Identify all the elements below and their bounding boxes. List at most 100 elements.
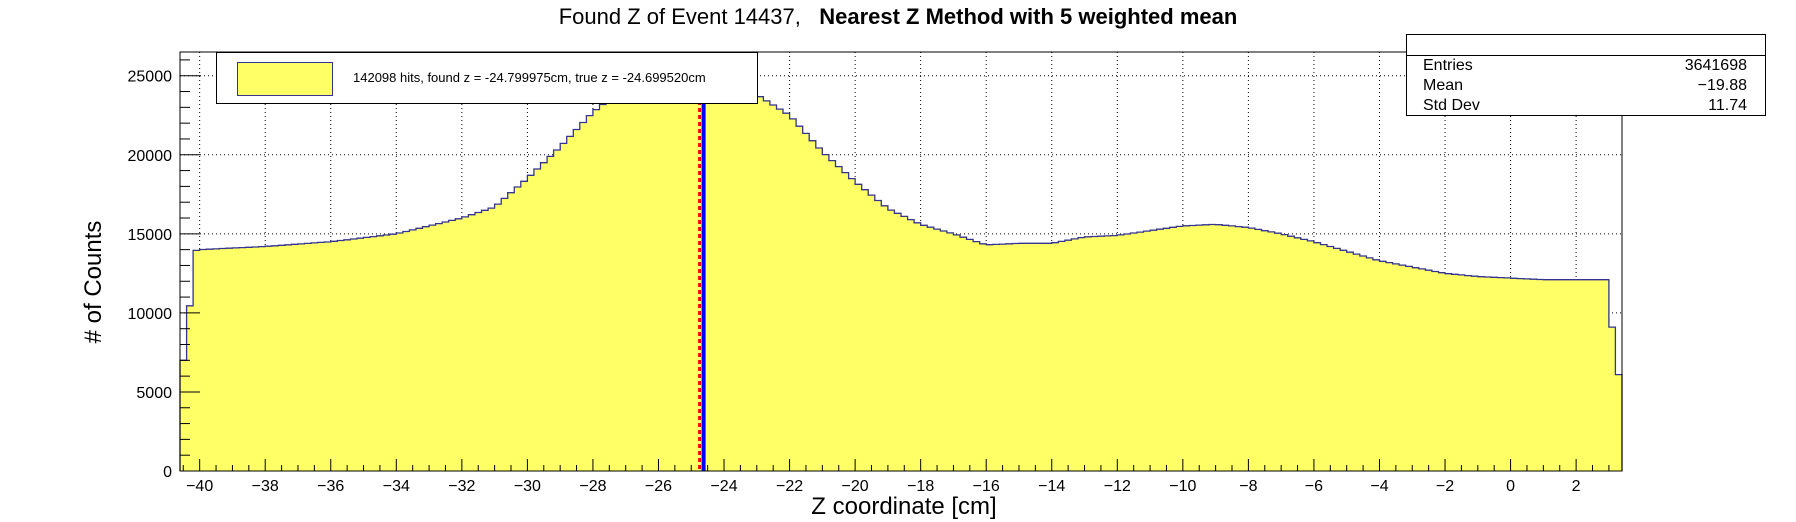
histogram-bin xyxy=(1615,374,1623,471)
histogram-bin xyxy=(343,239,352,471)
x-tick-label: −20 xyxy=(842,478,869,495)
histogram-bin xyxy=(835,166,843,471)
histogram-bin xyxy=(933,229,941,471)
x-tick-label: −30 xyxy=(514,478,541,495)
histogram-bin xyxy=(1608,327,1617,471)
histogram-bin xyxy=(1497,277,1505,471)
histogram-bin xyxy=(402,231,411,471)
histogram-bin xyxy=(684,56,692,472)
histogram-bin xyxy=(927,227,935,471)
histogram-bin xyxy=(1359,255,1367,471)
histogram-bin xyxy=(901,216,909,471)
histogram-bin xyxy=(710,70,719,472)
histogram-bin xyxy=(1163,228,1171,471)
chart-title: Found Z of Event 14437, Nearest Z Method… xyxy=(0,4,1796,30)
y-tick-label: 15000 xyxy=(128,227,173,244)
x-tick-label: −34 xyxy=(383,478,410,495)
histogram-bin xyxy=(481,210,489,472)
histogram-bin xyxy=(311,242,319,471)
histogram-bin xyxy=(1386,262,1394,471)
histogram-bin xyxy=(1281,234,1289,471)
histogram-bin xyxy=(232,247,240,471)
histogram-bin xyxy=(1464,275,1472,471)
title-main: Found Z of Event 14437, xyxy=(558,4,801,29)
x-tick-label: −36 xyxy=(317,478,344,495)
histogram-bin xyxy=(776,109,784,472)
x-tick-label: −8 xyxy=(1239,478,1257,495)
y-tick-label: 10000 xyxy=(128,306,173,323)
histogram-bin xyxy=(717,76,725,472)
histogram-bin xyxy=(855,184,863,471)
entries-label: Entries xyxy=(1423,57,1473,74)
histogram-bin xyxy=(547,156,555,471)
histogram-bin xyxy=(665,61,673,472)
histogram-bin xyxy=(1582,279,1590,471)
x-tick-label: −40 xyxy=(186,478,213,495)
histogram-bin xyxy=(573,129,581,472)
histogram-bin xyxy=(822,154,830,471)
histogram-bin xyxy=(1294,237,1302,471)
histogram-bin xyxy=(560,143,568,471)
histogram-bin xyxy=(1549,279,1558,471)
histogram-bin xyxy=(1064,240,1073,471)
histogram-bin xyxy=(1110,235,1118,471)
histogram-bin xyxy=(1117,234,1125,471)
histogram-bin xyxy=(1445,273,1453,471)
histogram-bin xyxy=(265,246,273,471)
histogram-bin xyxy=(540,162,548,471)
histogram-bin xyxy=(861,189,869,471)
histogram-bin xyxy=(1189,225,1197,471)
legend: 142098 hits, found z = -24.799975cm, tru… xyxy=(216,52,758,104)
histogram-bin xyxy=(566,136,574,472)
histogram-bin xyxy=(1353,254,1361,471)
x-tick-label: −26 xyxy=(645,478,672,495)
histogram-bin xyxy=(651,66,660,471)
histogram-bin xyxy=(658,63,666,471)
histogram-bin xyxy=(619,89,627,471)
histogram-bin xyxy=(1169,227,1177,471)
histogram-bin xyxy=(284,244,293,471)
histogram-bin xyxy=(527,175,535,471)
histogram-bin xyxy=(986,244,994,471)
histogram-bin xyxy=(1451,274,1459,471)
histogram-bin xyxy=(1425,270,1433,471)
histogram-bin xyxy=(245,247,253,471)
histogram-bin xyxy=(193,250,201,471)
histogram-bin xyxy=(1346,252,1354,471)
histogram-bin xyxy=(881,205,889,471)
histogram-bin xyxy=(494,204,502,471)
histogram-bin xyxy=(1458,274,1466,471)
histogram-bin xyxy=(1077,237,1086,471)
histogram-bin xyxy=(1071,238,1079,471)
histogram-bin xyxy=(920,225,928,471)
histogram-bin xyxy=(796,126,804,472)
x-tick-label: 2 xyxy=(1572,478,1581,495)
histogram-bin xyxy=(1261,230,1269,471)
histogram-bin xyxy=(363,237,371,471)
histogram-bin xyxy=(415,228,424,471)
histogram-bin xyxy=(1123,233,1132,471)
histogram-bin xyxy=(435,223,443,471)
histogram-bin xyxy=(697,58,705,472)
histogram-bin xyxy=(1136,232,1145,471)
histogram-bin xyxy=(789,118,797,471)
histogram-bin xyxy=(1287,236,1295,471)
histogram-bin xyxy=(1104,235,1112,471)
histogram-bin xyxy=(756,96,764,472)
histogram-bin xyxy=(1215,224,1223,471)
histogram-bin xyxy=(625,84,633,471)
histogram-bin xyxy=(238,247,247,471)
histogram-bin xyxy=(1392,263,1400,471)
histogram-bin xyxy=(1510,278,1518,471)
stats-box: Entries 3641698 Mean −19.88 Std Dev 11.7… xyxy=(1406,34,1766,116)
y-tick-label: 5000 xyxy=(136,385,172,402)
x-axis-label: Z coordinate [cm] xyxy=(811,493,996,520)
histogram-bin xyxy=(1340,250,1348,471)
histogram-bin xyxy=(914,222,922,471)
histogram-bin xyxy=(691,54,699,471)
stats-row-entries: Entries 3641698 xyxy=(1407,56,1765,76)
histogram-bin xyxy=(1563,279,1571,471)
histogram-bin xyxy=(953,234,961,471)
histogram-bin xyxy=(1130,233,1138,471)
histogram-bin xyxy=(809,140,817,471)
